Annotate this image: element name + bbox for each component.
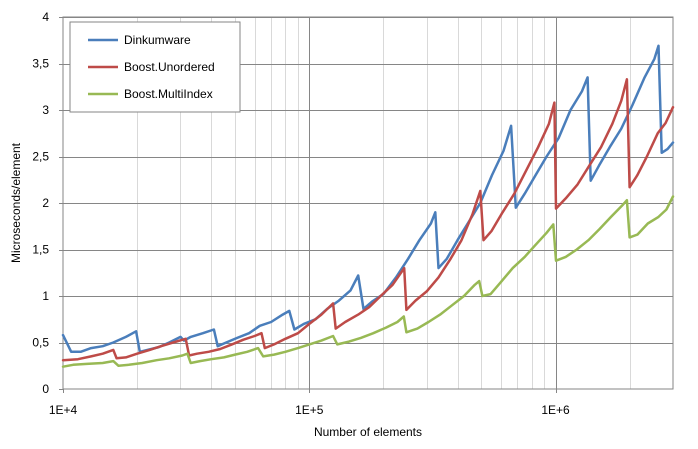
x-axis-label: Number of elements	[314, 425, 422, 439]
y-tick-label: 2	[42, 196, 49, 210]
y-axis-label: Microseconds/element	[9, 142, 23, 263]
x-tick-label: 1E+6	[541, 403, 570, 417]
y-tick-label: 0	[42, 382, 49, 396]
series-line-boost-multiindex	[61, 195, 675, 368]
y-tick-label: 3,5	[32, 57, 49, 71]
y-tick-label: 0,5	[32, 336, 49, 350]
legend-label-dinkumware: Dinkumware	[124, 33, 191, 47]
x-axis-ticks: 1E+4 1E+5 1E+6	[49, 389, 570, 417]
legend: Dinkumware Boost.Unordered Boost.MultiInde…	[69, 21, 241, 113]
y-tick-label: 1,5	[32, 243, 49, 257]
legend-items: Dinkumware Boost.Unordered Boost.MultiInde…	[88, 33, 215, 101]
x-tick-label: 1E+4	[49, 403, 78, 417]
x-tick-label: 1E+5	[295, 403, 324, 417]
y-tick-label: 1	[42, 289, 49, 303]
legend-label-boost-multiindex: Boost.MultiIndex	[124, 87, 213, 101]
y-tick-label: 2,5	[32, 150, 49, 164]
series-layer	[61, 44, 675, 368]
y-tick-label: 3	[42, 103, 49, 117]
y-tick-label: 4	[42, 10, 49, 24]
series-line-boost-unordered	[61, 78, 675, 362]
legend-label-boost-unordered: Boost.Unordered	[124, 60, 215, 74]
y-axis-ticks: 0 0,5 1 1,5 2 2,5 3 3,5 4	[32, 10, 63, 396]
